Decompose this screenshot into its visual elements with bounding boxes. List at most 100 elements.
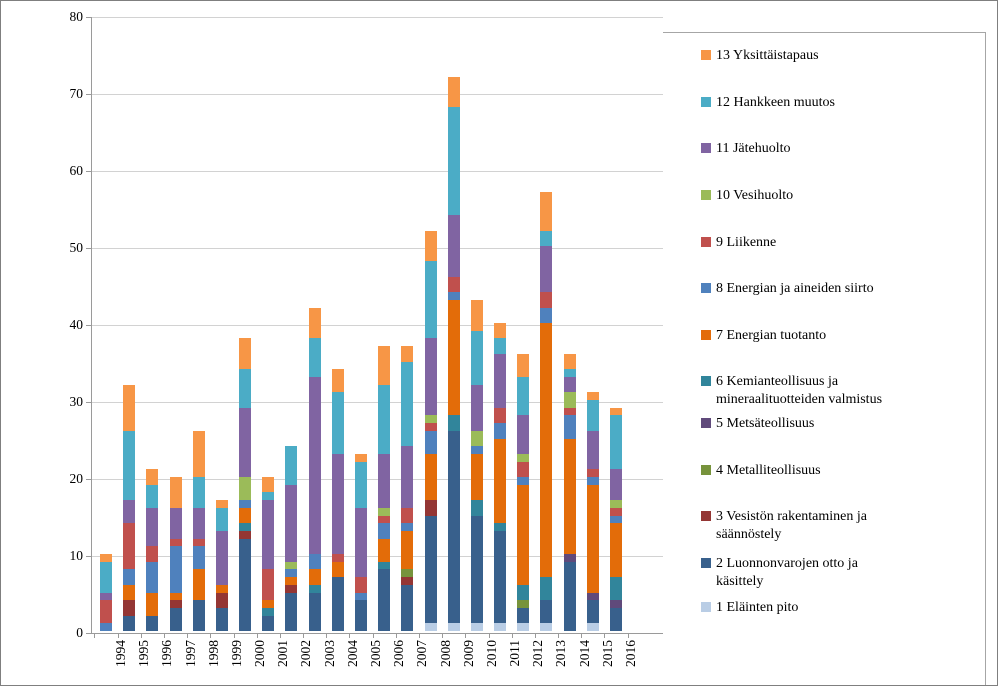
legend-swatch-icon	[701, 330, 711, 340]
frame-border-right	[985, 32, 986, 685]
bar-segment	[308, 307, 321, 339]
legend-swatch-icon	[701, 376, 711, 386]
bar-segment	[285, 592, 298, 631]
legend-item: 8 Energian ja aineiden siirto	[701, 280, 926, 298]
bar-segment	[239, 500, 252, 508]
x-tick-label: 2010	[483, 640, 499, 667]
bar-segment	[447, 430, 460, 624]
legend-swatch-icon	[701, 558, 711, 568]
bar-segment	[331, 453, 344, 555]
bar-segment	[239, 523, 252, 531]
y-tick-label: 80	[69, 9, 84, 24]
bar-segment	[331, 577, 344, 631]
bar-segment	[424, 415, 437, 424]
x-tick	[534, 633, 536, 638]
bar-segment	[308, 338, 321, 377]
bar-2003	[308, 307, 321, 631]
legend-label: 9 Liikenne	[716, 235, 777, 250]
bar-segment	[262, 607, 275, 616]
bar-segment	[355, 461, 367, 508]
bar-segment	[447, 299, 460, 416]
x-tick-label: 2003	[321, 640, 337, 667]
bar-segment	[494, 338, 507, 354]
bar-segment	[355, 600, 367, 631]
bar-segment	[285, 561, 298, 570]
x-tick	[163, 633, 165, 638]
bar-segment	[563, 554, 576, 562]
bar-segment	[192, 477, 205, 508]
bar-segment	[100, 592, 112, 601]
bar-segment	[517, 353, 530, 377]
bar-segment	[239, 507, 252, 524]
bar-segment	[447, 76, 460, 108]
bar-2016	[610, 407, 622, 631]
bar-segment	[378, 346, 391, 385]
bar-segment	[192, 538, 205, 547]
bar-segment	[517, 623, 530, 631]
bar-segment	[517, 584, 530, 601]
bar-segment	[494, 530, 507, 624]
x-tick	[94, 633, 96, 638]
bar-segment	[470, 515, 483, 624]
legend-swatch-icon	[701, 50, 711, 60]
gridline	[91, 171, 663, 172]
bar-segment	[517, 477, 530, 485]
bar-segment	[401, 577, 414, 585]
bar-segment	[563, 415, 576, 439]
x-tick-label: 1996	[159, 640, 175, 667]
y-tick	[86, 633, 91, 634]
legend-item: 1 Eläinten pito	[701, 599, 926, 617]
y-tick-label: 50	[69, 240, 84, 255]
bar-segment	[540, 307, 553, 324]
bar-segment	[215, 530, 228, 585]
bar-segment	[470, 330, 483, 385]
bar-segment	[262, 500, 275, 570]
bar-segment	[169, 538, 182, 547]
bar-1997	[169, 477, 182, 631]
bar-segment	[586, 430, 599, 470]
bar-segment	[355, 577, 367, 593]
bar-segment	[401, 584, 414, 631]
bar-segment	[470, 430, 483, 447]
bar-segment	[378, 523, 391, 539]
x-tick-label: 1999	[228, 640, 244, 667]
y-axis-line	[91, 17, 92, 633]
frame-border-top	[663, 32, 986, 33]
bar-2012	[517, 353, 530, 631]
bar-2007	[401, 346, 414, 631]
bar-segment	[447, 623, 460, 631]
bar-segment	[169, 607, 182, 631]
legend-item: 7 Energian tuotanto	[701, 327, 926, 345]
bar-segment	[424, 623, 437, 631]
bar-segment	[540, 577, 553, 601]
bar-2010	[470, 299, 483, 631]
bar-segment	[239, 338, 252, 370]
bar-2013	[540, 192, 553, 631]
x-tick	[256, 633, 258, 638]
x-tick	[140, 633, 142, 638]
legend-label: 8 Energian ja aineiden siirto	[716, 281, 874, 296]
legend-swatch-icon	[701, 418, 711, 428]
bar-segment	[447, 276, 460, 293]
bar-segment	[540, 600, 553, 624]
bar-segment	[192, 546, 205, 570]
x-tick	[303, 633, 305, 638]
bar-segment	[586, 484, 599, 593]
bar-segment	[123, 615, 136, 631]
bar-segment	[494, 623, 507, 631]
bar-segment	[586, 392, 599, 401]
bar-segment	[262, 600, 275, 608]
y-tick-label: 70	[69, 86, 84, 101]
x-tick-label: 1998	[205, 640, 221, 667]
bar-segment	[517, 376, 530, 416]
bar-segment	[146, 592, 159, 616]
bar-segment	[447, 415, 460, 431]
bar-1998	[192, 430, 205, 631]
bar-segment	[308, 554, 321, 570]
x-tick-label: 2005	[368, 640, 383, 667]
y-tick	[86, 325, 91, 326]
bar-segment	[331, 561, 344, 578]
y-tick-label: 10	[69, 548, 84, 563]
x-tick-label: 2000	[252, 640, 268, 667]
y-tick	[86, 479, 91, 480]
